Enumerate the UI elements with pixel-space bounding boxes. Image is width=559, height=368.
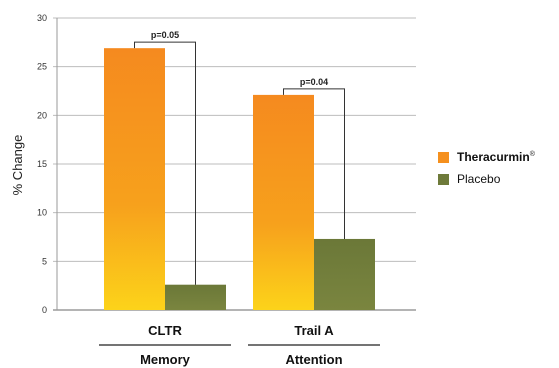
y-tick-label: 25 (37, 62, 47, 72)
legend: Theracurmin® Placebo (438, 146, 535, 190)
bar-placebo-trail-a (314, 238, 375, 310)
legend-item-placebo: Placebo (438, 168, 535, 190)
y-tick-label: 30 (37, 13, 47, 23)
significance-bracket (134, 41, 196, 285)
y-tick-label: 20 (37, 110, 47, 120)
legend-item-theracurmin: Theracurmin® (438, 146, 535, 168)
y-tick-label: 10 (37, 208, 47, 218)
group-label: Memory (140, 352, 191, 367)
category-label: CLTR (148, 323, 182, 338)
significance-bracket (283, 88, 345, 239)
y-tick-label: 0 (42, 305, 47, 315)
legend-label-theracurmin: Theracurmin® (457, 150, 535, 164)
legend-swatch-theracurmin (438, 151, 449, 163)
group-label: Attention (285, 352, 342, 367)
bar-theracurmin-cltr (104, 48, 165, 310)
bar-theracurmin-trail-a (253, 94, 314, 310)
y-axis-label: % Change (10, 135, 25, 196)
category-label: Trail A (294, 323, 334, 338)
legend-swatch-placebo (438, 173, 449, 185)
y-tick-label: 15 (37, 159, 47, 169)
y-tick-label: 5 (42, 256, 47, 266)
p-value-label: p=0.05 (151, 30, 179, 40)
legend-label-placebo: Placebo (457, 172, 501, 186)
p-value-label: p=0.04 (300, 77, 328, 87)
bar-placebo-cltr (165, 284, 226, 310)
